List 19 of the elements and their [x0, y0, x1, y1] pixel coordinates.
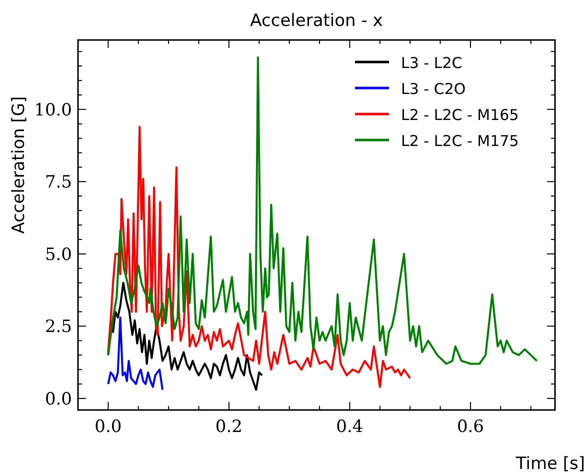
x-tick-label: 0.4 [336, 417, 364, 437]
y-axis-title: Acceleration [G] [9, 96, 29, 234]
x-axis-title: Time [s] [514, 454, 585, 474]
legend-label: L3 - C2O [401, 80, 466, 98]
x-tick-label: 0.0 [94, 417, 122, 437]
legend-label: L3 - L2C [401, 54, 462, 72]
legend-label: L2 - L2C - M175 [401, 132, 519, 150]
y-tick-label: 0.0 [44, 389, 72, 410]
x-tick-label: 0.2 [215, 417, 242, 437]
line-series [107, 316, 164, 391]
legend-label: L2 - L2C - M165 [401, 106, 519, 124]
y-tick-label: 5.0 [44, 244, 72, 265]
line-series [107, 56, 538, 365]
x-tick-label: 0.6 [456, 417, 484, 437]
line-series [107, 282, 264, 391]
chart-title: Acceleration - x [250, 11, 383, 31]
y-tick-label: 2.5 [44, 317, 72, 338]
y-tick-label: 10.0 [34, 100, 72, 120]
y-tick-label: 7.5 [44, 172, 72, 193]
